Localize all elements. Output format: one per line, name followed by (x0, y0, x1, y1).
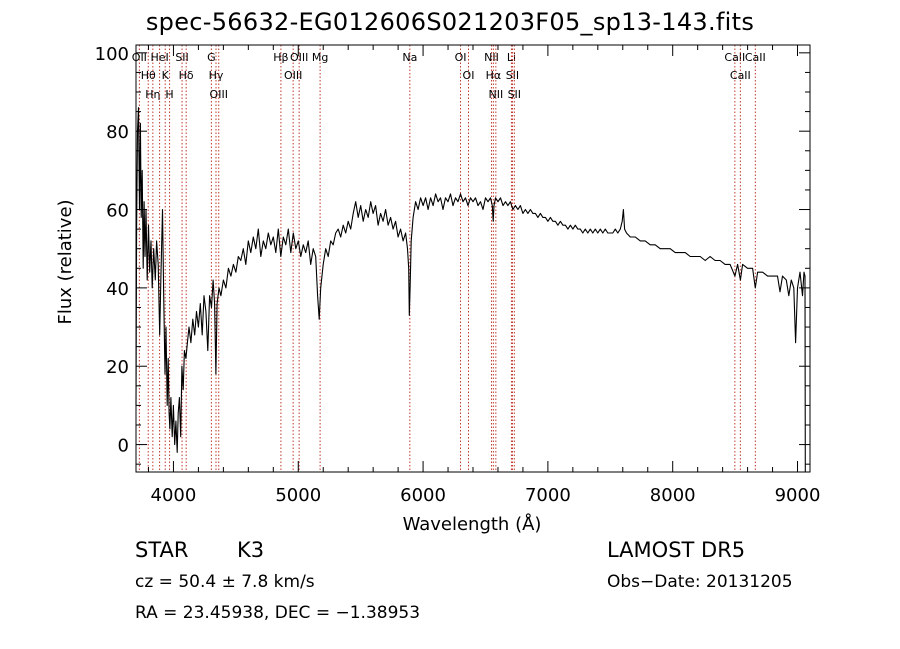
y-tick-label: 40 (106, 279, 129, 300)
sky-coordinates: RA = 23.45938, DEC = −1.38953 (135, 603, 421, 623)
line-mark-label: Hθ (141, 69, 156, 82)
plot-frame (135, 44, 811, 473)
chart-title: spec-56632-EG012606S021203F05_sp13-143.f… (145, 8, 755, 36)
line-mark-label: G (207, 51, 216, 64)
line-mark-label: Na (402, 51, 417, 64)
line-mark-label: SII (508, 88, 521, 101)
axis-labels-layer: 4000 5000 6000 7000 8000 9000 0 20 40 60 80 100 (95, 44, 821, 506)
object-subclass: K3 (237, 538, 265, 562)
x-axis-label: Wavelength (Å) (403, 513, 542, 535)
y-tick-label: 60 (106, 201, 129, 222)
line-mark-label: Hδ (179, 69, 194, 82)
line-mark-label: OI (463, 69, 475, 82)
line-mark-label: SII (506, 69, 519, 82)
redshift-velocity: cz = 50.4 ± 7.8 km/s (135, 572, 315, 592)
line-mark-label: CaII (745, 51, 766, 64)
survey-name: LAMOST DR5 (607, 538, 746, 562)
observation-date: Obs−Date: 20131205 (607, 572, 793, 592)
y-tick-label: 0 (118, 436, 129, 457)
line-mark-label: Mg (312, 51, 328, 64)
line-mark-label: H (165, 88, 173, 101)
line-mark-label: Hη (145, 88, 160, 101)
line-mark-label: SII (175, 51, 188, 64)
y-tick-label: 20 (106, 357, 129, 378)
x-tick-label: 4000 (151, 485, 197, 506)
line-mark-label: K (162, 69, 170, 82)
object-class: STAR (135, 538, 189, 562)
line-mark-label: Li (507, 51, 516, 64)
line-mark-label: NII (488, 88, 503, 101)
line-mark-label: HeI (150, 51, 168, 64)
line-mark-label: OIII (290, 51, 308, 64)
y-axis-label: Flux (relative) (55, 199, 76, 324)
line-mark-label: Hβ (273, 51, 288, 64)
x-tick-label: 8000 (650, 485, 696, 506)
x-tick-label: 6000 (400, 485, 446, 506)
spectrum-line (135, 107, 806, 473)
line-mark-label: OI (455, 51, 467, 64)
line-mark-label: OIII (284, 69, 302, 82)
x-tick-label: 7000 (525, 485, 571, 506)
x-tick-label: 5000 (275, 485, 321, 506)
y-tick-label: 80 (106, 122, 129, 143)
axis-ticks-layer (136, 45, 810, 472)
x-tick-label: 9000 (775, 485, 821, 506)
line-mark-label: CaII (724, 51, 745, 64)
spectrum-layer (135, 107, 806, 473)
line-mark-label: CaII (730, 69, 751, 82)
line-mark-label: OIII (210, 88, 228, 101)
line-mark-label: NII (484, 51, 499, 64)
line-mark-label: Hα (486, 69, 502, 82)
line-mark-label: Hγ (209, 69, 224, 82)
y-tick-label: 100 (95, 44, 129, 65)
